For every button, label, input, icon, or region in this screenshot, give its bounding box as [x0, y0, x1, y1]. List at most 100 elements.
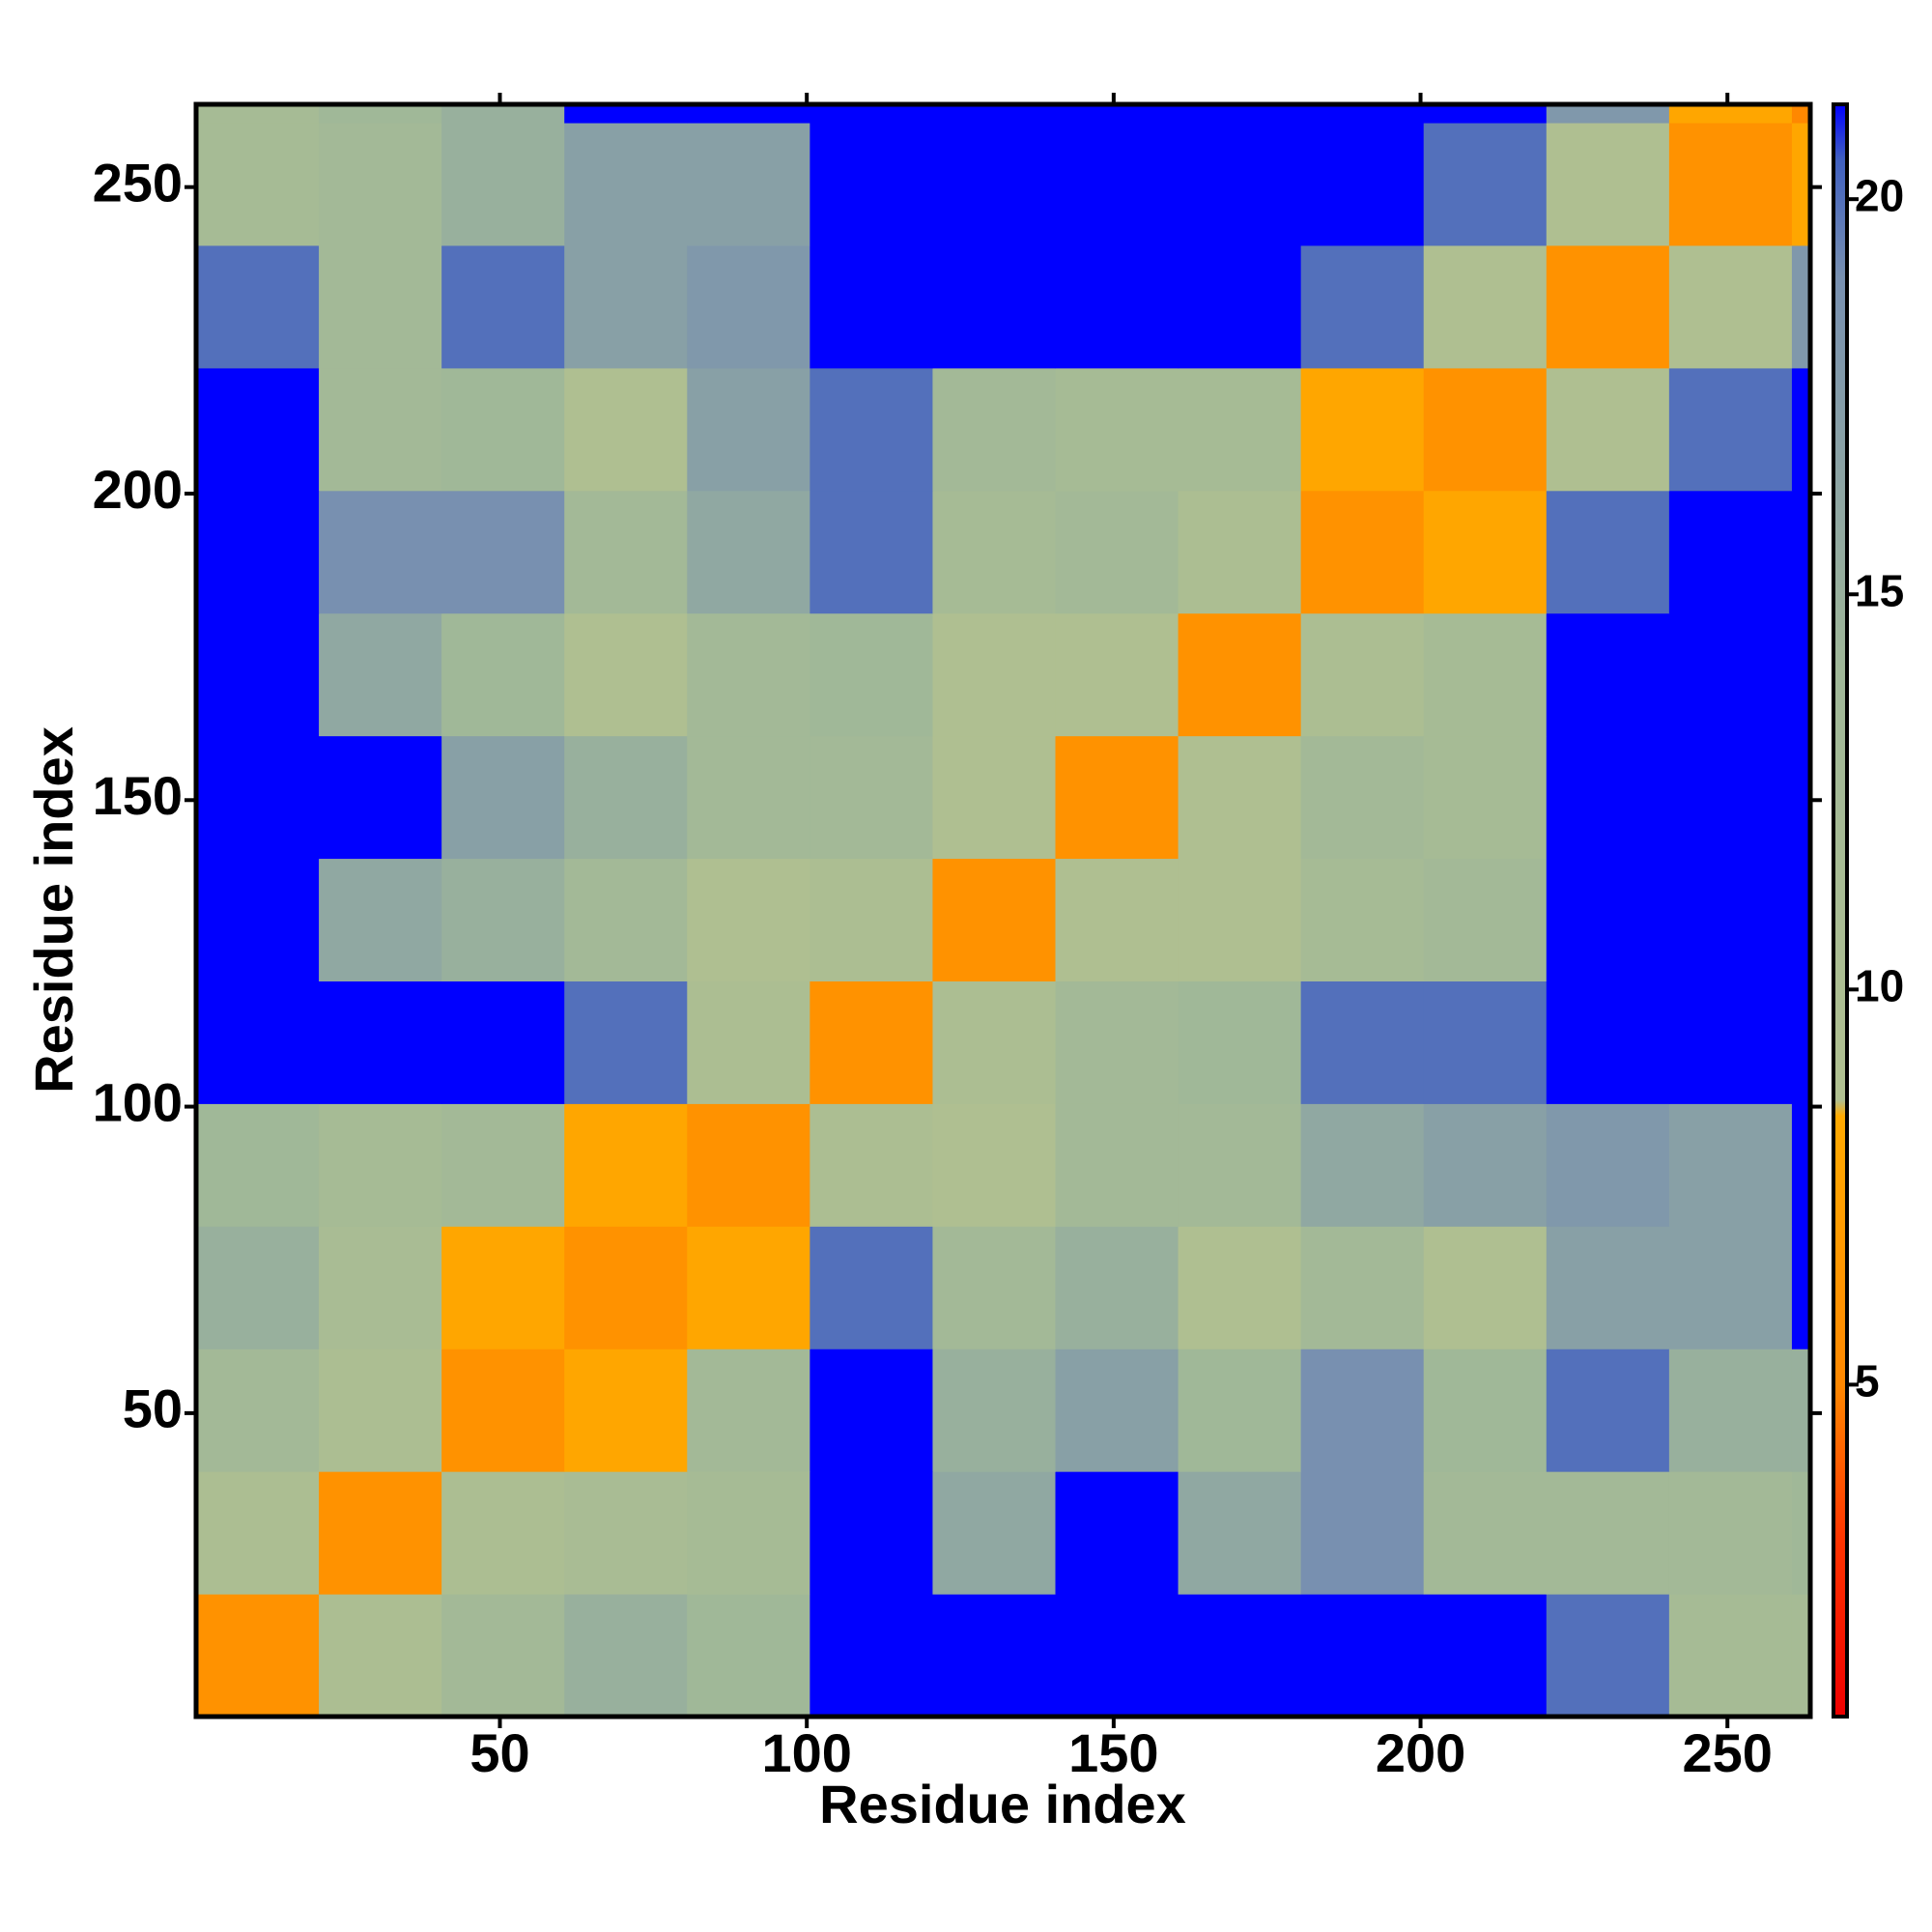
heatmap-cell [196, 980, 320, 1104]
heatmap-cell [564, 367, 688, 492]
heatmap-cell [1423, 735, 1548, 860]
heatmap-cell [687, 1349, 810, 1472]
heatmap-cell [810, 612, 933, 737]
heatmap-cell [1791, 1594, 1811, 1718]
colorbar-tick-label: 10 [1855, 960, 1904, 1010]
heatmap-cell [1791, 980, 1811, 1104]
heatmap-cell [1546, 858, 1670, 981]
heatmap-cell [1055, 104, 1179, 124]
heatmap-cell [441, 735, 565, 860]
heatmap-cell [1423, 1103, 1548, 1227]
heatmap-cell [1668, 1594, 1793, 1718]
colorbar-tick-label: 20 [1855, 170, 1904, 220]
heatmap-cell [441, 1349, 565, 1472]
heatmap-cell [1178, 1226, 1302, 1350]
heatmap-cell [1423, 1594, 1548, 1718]
heatmap-cell [1055, 980, 1179, 1104]
heatmap-cell [319, 367, 442, 492]
heatmap-cell [564, 104, 688, 124]
heatmap-cell [1178, 123, 1302, 246]
heatmap-cell [687, 490, 810, 614]
heatmap-cell [1178, 1594, 1302, 1718]
heatmap-cell [319, 490, 442, 614]
y-tick-label: 150 [93, 765, 183, 826]
heatmap-cell [319, 244, 442, 369]
heatmap-cell [810, 735, 933, 860]
heatmap-cell [1178, 735, 1302, 860]
heatmap-cell [932, 490, 1057, 614]
heatmap-cell [687, 123, 810, 246]
heatmap-cell [196, 858, 320, 981]
heatmap-cell [196, 1349, 320, 1472]
heatmap-cell [1423, 612, 1548, 737]
heatmap-cell [1668, 612, 1793, 737]
heatmap-cell [1055, 490, 1179, 614]
heatmap-cell [319, 1594, 442, 1718]
heatmap-cell [1055, 612, 1179, 737]
heatmap-cell [441, 1103, 565, 1227]
heatmap-cell [1178, 980, 1302, 1104]
colorbar-tick-label: 15 [1855, 565, 1904, 615]
heatmap-cell [1791, 1349, 1811, 1472]
heatmap-cell [1300, 1226, 1425, 1350]
heatmap-cell [319, 612, 442, 737]
heatmap-cell [932, 858, 1057, 981]
heatmap-cell [1546, 123, 1670, 246]
y-tick-label: 50 [123, 1378, 183, 1439]
heatmap-cell [1423, 104, 1548, 124]
plot-frame [193, 101, 1813, 1719]
heatmap-cell [196, 1471, 320, 1595]
heatmap-cell [1055, 1594, 1179, 1718]
heatmap-cell [196, 1594, 320, 1718]
heatmap-cell [1423, 980, 1548, 1104]
heatmap-cell [810, 1594, 933, 1718]
heatmap-cell [1546, 612, 1670, 737]
heatmap-cell [564, 1103, 688, 1227]
heatmap-cell [1546, 104, 1670, 124]
heatmap-cell [441, 104, 565, 124]
heatmap-cell [1546, 735, 1670, 860]
y-tick-label: 200 [93, 459, 183, 520]
heatmap-cell [687, 612, 810, 737]
heatmap-cell [196, 1226, 320, 1350]
heatmap-cell [1300, 1349, 1425, 1472]
heatmap-cell [1300, 735, 1425, 860]
heatmap-cell [1423, 1471, 1548, 1595]
heatmap-cell [319, 735, 442, 860]
heatmap-cell [1791, 123, 1811, 246]
heatmap-cell [932, 1103, 1057, 1227]
heatmap-cell [1791, 244, 1811, 369]
heatmap-cell [1300, 858, 1425, 981]
heatmap-cell [932, 244, 1057, 369]
heatmap-cell [441, 858, 565, 981]
heatmap-cell [1423, 244, 1548, 369]
heatmap-cell [932, 367, 1057, 492]
heatmap-cell [1546, 367, 1670, 492]
heatmap-cell [319, 1471, 442, 1595]
x-axis-title: Residue index [819, 1774, 1186, 1834]
heatmap-cell [1546, 1226, 1670, 1350]
heatmap-cell [810, 244, 933, 369]
heatmap-cell [1546, 490, 1670, 614]
heatmap-cell [196, 735, 320, 860]
heatmap-cell [932, 104, 1057, 124]
heatmap-cell [441, 490, 565, 614]
heatmap-cell [810, 980, 933, 1104]
heatmap-cell [441, 1226, 565, 1350]
heatmap-cell [932, 123, 1057, 246]
heatmap-cell [196, 1103, 320, 1227]
heatmap-cell [932, 612, 1057, 737]
heatmap-cell [1791, 1471, 1811, 1595]
heatmap-cell [1791, 104, 1811, 124]
x-tick-label: 200 [1376, 1722, 1465, 1783]
heatmap-cell [1668, 858, 1793, 981]
heatmap-cell [932, 980, 1057, 1104]
heatmap-cell [810, 1103, 933, 1227]
heatmap-cell [196, 244, 320, 369]
heatmap-cell [1546, 1103, 1670, 1227]
heatmap-cell [564, 1594, 688, 1718]
heatmap-cell [810, 123, 933, 246]
heatmap-cell [1668, 104, 1793, 124]
heatmap-cell [1668, 367, 1793, 492]
heatmap-cell [1791, 612, 1811, 737]
